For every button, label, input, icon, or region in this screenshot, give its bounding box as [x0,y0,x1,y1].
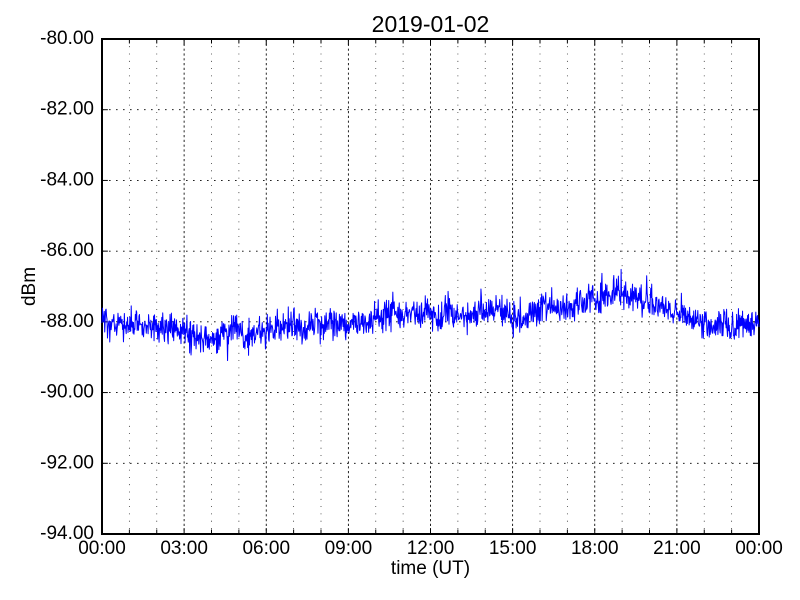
svg-text:time (UT): time (UT) [391,558,470,579]
svg-text:09:00: 09:00 [325,538,373,559]
svg-text:-80.00: -80.00 [40,28,94,49]
svg-text:-82.00: -82.00 [40,99,94,120]
svg-text:06:00: 06:00 [242,538,290,559]
svg-text:18:00: 18:00 [571,538,619,559]
svg-text:-88.00: -88.00 [40,311,94,332]
svg-text:-94.00: -94.00 [40,523,94,544]
svg-text:00:00: 00:00 [735,538,783,559]
svg-text:-90.00: -90.00 [40,382,94,403]
svg-text:dBm: dBm [19,267,40,306]
svg-text:-84.00: -84.00 [40,169,94,190]
svg-text:03:00: 03:00 [160,538,208,559]
svg-text:15:00: 15:00 [489,538,537,559]
svg-text:21:00: 21:00 [653,538,701,559]
svg-text:-92.00: -92.00 [40,452,94,473]
svg-text:-86.00: -86.00 [40,240,94,261]
svg-text:2019-01-02: 2019-01-02 [372,11,490,37]
svg-text:12:00: 12:00 [407,538,455,559]
